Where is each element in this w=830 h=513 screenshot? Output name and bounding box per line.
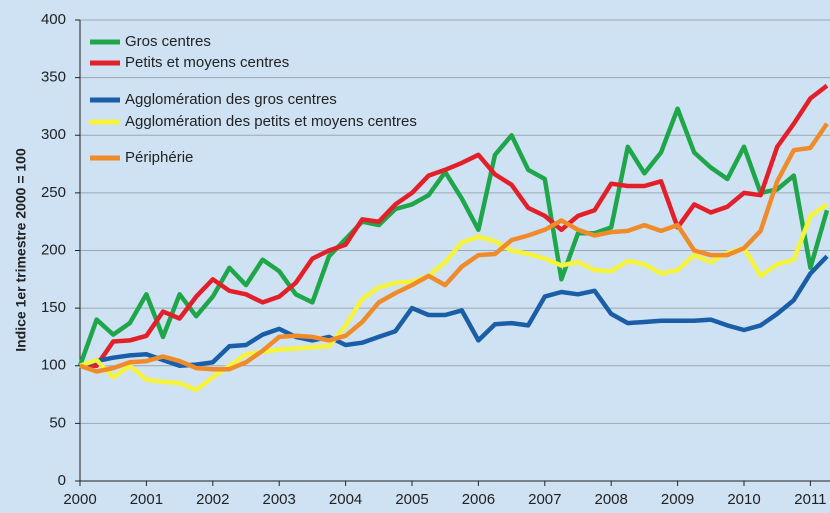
series-line [80, 83, 829, 369]
x-tick-label: 2000 [63, 491, 96, 508]
x-tick-label: 2003 [263, 491, 296, 508]
x-tick-label: 2008 [595, 491, 628, 508]
legend-label: Petits et moyens centres [125, 54, 289, 71]
series-line [79, 254, 829, 369]
x-tick-label: 2006 [462, 491, 495, 508]
legend-label: Gros centres [125, 33, 211, 50]
y-axis-label: Indice 1er trimestre 2000 = 100 [13, 148, 29, 352]
y-tick-label: 400 [41, 11, 66, 28]
x-tick-label: 2005 [395, 491, 428, 508]
y-tick-label: 0 [58, 472, 66, 489]
y-tick-label: 300 [41, 126, 66, 143]
series-line [77, 106, 830, 367]
x-tick-label: 2001 [130, 491, 163, 508]
y-tick-label: 100 [41, 357, 66, 374]
x-tick-label: 2009 [661, 491, 694, 508]
x-tick-label: 2004 [329, 491, 362, 508]
y-tick-label: 150 [41, 299, 66, 316]
series-line [79, 202, 829, 393]
y-tick-label: 200 [41, 241, 66, 258]
series-line [79, 122, 829, 374]
x-tick-label: 2010 [727, 491, 760, 508]
x-tick-label: 2002 [196, 491, 229, 508]
legend-label: Périphérie [125, 149, 193, 166]
x-tick-label: 2011 [794, 491, 826, 508]
x-tick-label: 2007 [528, 491, 561, 508]
legend-label: Agglomération des gros centres [125, 91, 337, 108]
y-tick-label: 350 [41, 69, 66, 86]
y-tick-label: 50 [49, 414, 66, 431]
legend-label: Agglomération des petits et moyens centr… [125, 113, 417, 130]
y-tick-label: 250 [41, 184, 66, 201]
